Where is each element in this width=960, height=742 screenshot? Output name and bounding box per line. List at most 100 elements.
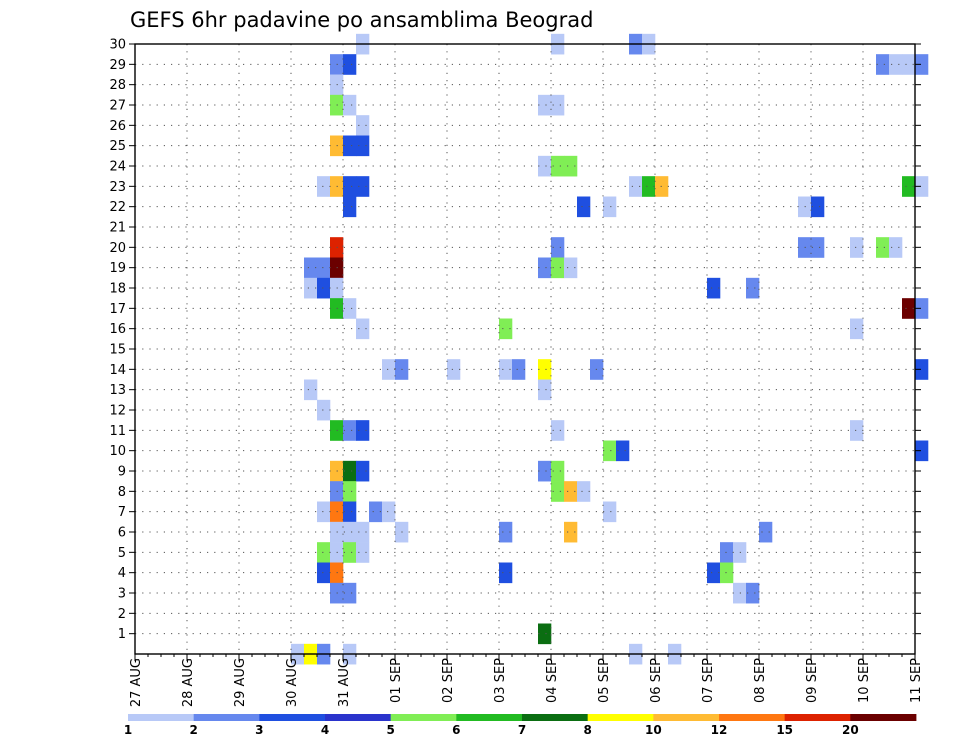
heatmap-cell <box>343 135 357 157</box>
y-tick-label: 23 <box>109 180 126 195</box>
heatmap-cell <box>317 542 331 563</box>
heatmap-cell <box>876 237 890 258</box>
heatmap-cell <box>551 94 565 116</box>
heatmap-cell <box>915 440 929 462</box>
heatmap-cell <box>811 196 825 218</box>
heatmap-cell <box>356 521 370 543</box>
heatmap-cell <box>577 196 591 218</box>
y-tick-label: 18 <box>109 282 126 297</box>
heatmap-cell <box>707 562 721 584</box>
heatmap-cell <box>564 155 578 177</box>
heatmap-cell <box>343 298 357 319</box>
chart-title: GEFS 6hr padavine po ansamblima Beograd <box>130 8 593 32</box>
y-tick-label: 11 <box>109 424 126 439</box>
heatmap-cell <box>551 257 565 279</box>
x-tick-label: 31 AUG <box>337 658 352 707</box>
colorbar-swatch <box>587 714 654 721</box>
heatmap-cell <box>733 542 747 563</box>
y-tick-label: 13 <box>109 383 126 398</box>
y-tick-label: 4 <box>118 566 126 581</box>
heatmap-cell <box>447 359 461 380</box>
colorbar-swatch <box>522 714 589 721</box>
heatmap-cell <box>343 542 357 563</box>
y-tick-label: 17 <box>109 302 126 317</box>
colorbar-label: 1 <box>124 723 132 737</box>
colorbar-label: 7 <box>518 723 526 737</box>
x-tick-label: 29 AUG <box>233 658 248 707</box>
y-tick-label: 3 <box>118 587 126 602</box>
y-tick-label: 16 <box>109 322 126 337</box>
y-tick-label: 28 <box>109 78 126 93</box>
heatmap-cell <box>356 176 370 197</box>
heatmap-cell <box>850 318 864 340</box>
heatmap-cell <box>538 155 552 177</box>
y-tick-label: 15 <box>109 343 126 358</box>
colorbar-label: 20 <box>842 723 859 737</box>
x-tick-label: 10 SEP <box>857 658 872 703</box>
heatmap-cell <box>720 542 734 563</box>
heatmap-cell <box>720 562 734 584</box>
y-tick-label: 8 <box>118 485 126 500</box>
colorbar-label: 15 <box>776 723 793 737</box>
y-tick-label: 6 <box>118 526 126 541</box>
heatmap-cell <box>343 196 357 218</box>
heatmap-cell <box>551 155 565 177</box>
heatmap-cell <box>356 542 370 563</box>
heatmap-cell <box>889 54 903 75</box>
y-tick-label: 24 <box>109 160 126 175</box>
heatmap-cell <box>902 176 916 197</box>
heatmap-cell <box>564 481 578 502</box>
heatmap-cell <box>759 521 773 543</box>
colorbar-label: 10 <box>645 723 662 737</box>
y-tick-label: 19 <box>109 261 126 276</box>
heatmap-cell <box>356 135 370 157</box>
heatmap-cell <box>915 298 929 319</box>
heatmap-cell <box>499 521 513 543</box>
heatmap-cell <box>317 176 331 197</box>
colorbar-label: 2 <box>189 723 197 737</box>
heatmap-cell <box>538 257 552 279</box>
colorbar-swatch <box>325 714 392 721</box>
heatmap-cell <box>317 277 331 299</box>
heatmap-cell <box>382 501 396 523</box>
x-tick-label: 11 SEP <box>909 658 924 703</box>
colorbar-label: 8 <box>583 723 591 737</box>
heatmap-cell <box>876 54 890 75</box>
heatmap-cell <box>603 440 617 462</box>
heatmap-cell <box>551 237 565 258</box>
heatmap-cell <box>564 257 578 279</box>
plot-frame <box>134 43 916 655</box>
heatmap-cell <box>317 257 331 279</box>
heatmap-cell <box>356 115 370 136</box>
colorbar-label: 4 <box>321 723 329 737</box>
heatmap-cell <box>629 176 643 197</box>
x-tick-label: 05 SEP <box>597 658 612 703</box>
x-tick-label: 07 SEP <box>701 658 716 703</box>
y-tick-label: 7 <box>118 505 126 520</box>
x-tick-label: 01 SEP <box>389 658 404 703</box>
colorbar-swatch <box>193 714 260 721</box>
grid-layer <box>135 43 915 654</box>
heatmap-cell <box>317 399 331 421</box>
heatmap-cell <box>850 420 864 441</box>
heatmap-cell <box>551 481 565 502</box>
y-tick-label: 20 <box>109 241 126 256</box>
x-axis: 27 AUG 28 AUG 29 AUG 30 AUG 31 AUG 01 SEP 02 S… <box>129 654 924 707</box>
heatmap-cell <box>811 237 825 258</box>
heatmap-cell <box>603 196 617 218</box>
heatmap-cell <box>538 359 552 380</box>
colorbar-swatch <box>259 714 326 721</box>
heatmap-cell <box>733 582 747 604</box>
heatmap-cell <box>850 237 864 258</box>
heatmap-cell <box>343 94 357 116</box>
y-tick-label: 2 <box>118 607 126 622</box>
x-tick-label: 06 SEP <box>649 658 664 703</box>
heatmap-cell <box>343 420 357 441</box>
heatmap-cell <box>564 521 578 543</box>
heatmap-cell <box>499 359 513 380</box>
colorbar: 1 2 3 4 5 6 7 8 10 12 15 20 <box>124 714 917 737</box>
heatmap-cell <box>915 176 929 197</box>
x-tick-label: 04 SEP <box>545 658 560 703</box>
heatmap-cell <box>512 359 526 380</box>
